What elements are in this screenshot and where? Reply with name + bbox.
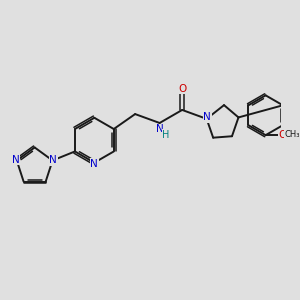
Text: CH₃: CH₃ bbox=[284, 130, 300, 139]
Text: N: N bbox=[91, 159, 98, 169]
Text: N: N bbox=[156, 124, 164, 134]
Text: N: N bbox=[203, 112, 211, 122]
Text: O: O bbox=[178, 84, 186, 94]
Text: N: N bbox=[50, 155, 57, 166]
Text: O: O bbox=[278, 130, 286, 140]
Text: N: N bbox=[12, 155, 20, 165]
Text: H: H bbox=[162, 130, 170, 140]
